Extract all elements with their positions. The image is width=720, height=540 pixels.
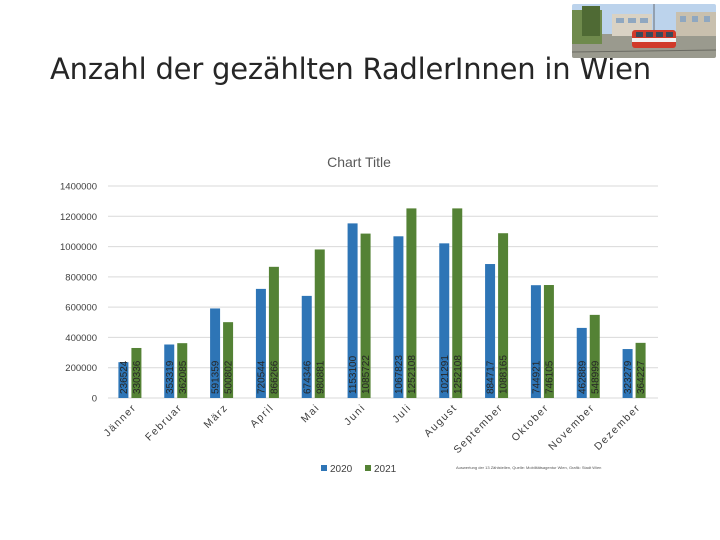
bar-2020-6 [393, 236, 404, 398]
data-label: 980881 [315, 360, 326, 394]
bar-2021-2 [223, 322, 234, 398]
data-label: 500802 [224, 360, 235, 394]
bar-2020-2 [210, 308, 221, 398]
x-tick-label: April [248, 402, 277, 431]
data-label: 364227 [636, 360, 647, 394]
chart-title: Chart Title [327, 154, 391, 170]
data-label: 746105 [544, 360, 555, 394]
bar-2021-3 [268, 266, 279, 398]
x-tick-label: August [422, 402, 460, 440]
x-tick-label: März [201, 402, 230, 431]
data-label: 1067823 [394, 355, 405, 394]
data-label: 1252108 [453, 355, 464, 394]
data-label: 362085 [178, 360, 189, 394]
legend-label-2020: 2020 [330, 464, 353, 475]
bar-2021-8 [498, 233, 509, 398]
data-label: 720544 [256, 360, 267, 394]
bar-2020-3 [255, 288, 266, 398]
bar-2021-1 [177, 343, 188, 398]
y-tick-label: 600000 [65, 303, 97, 314]
data-label: 323279 [623, 360, 634, 394]
bar-2020-9 [530, 285, 541, 398]
y-tick-label: 1200000 [60, 212, 97, 223]
legend-label-2021: 2021 [374, 464, 397, 475]
data-label: 591359 [211, 360, 222, 394]
y-tick-label: 400000 [65, 333, 97, 344]
data-label: 674346 [302, 360, 313, 394]
bar-2020-11 [622, 349, 633, 398]
data-label: 1088165 [499, 355, 510, 394]
slide-title: Anzahl der gezählten RadlerInnen in Wien [50, 52, 651, 86]
bar-2020-4 [301, 295, 312, 398]
data-label: 1252108 [407, 355, 418, 394]
bar-2020-7 [439, 243, 450, 398]
data-label: 353319 [165, 360, 176, 394]
bar-2020-8 [485, 264, 496, 398]
bar-2021-0 [131, 347, 142, 398]
data-label: 744921 [531, 360, 542, 394]
bar-2020-1 [164, 344, 175, 398]
y-tick-label: 200000 [65, 363, 97, 374]
bar-2021-7 [452, 208, 463, 398]
x-tick-label: Juli [390, 402, 414, 426]
y-tick-label: 0 [92, 394, 97, 405]
legend-swatch-2021 [365, 465, 371, 471]
data-label: 548999 [590, 360, 601, 394]
x-tick-label: Juni [342, 402, 368, 428]
bar-2020-5 [347, 223, 358, 398]
bar-2021-6 [406, 208, 417, 398]
data-label: 462889 [577, 360, 588, 394]
data-label: 1085722 [361, 355, 372, 394]
x-tick-label: Dezember [592, 402, 643, 453]
footnote: Auswertung der 13 Zählstellen, Quelle: M… [456, 465, 602, 470]
data-label: 330336 [132, 360, 143, 394]
data-label: 866266 [269, 360, 280, 394]
tram-photo-icon [572, 4, 716, 58]
x-tick-label: Oktober [509, 402, 551, 444]
x-tick-label: Mai [299, 402, 323, 426]
bar-2021-5 [360, 233, 371, 398]
bar-2021-4 [314, 249, 325, 398]
x-tick-label: Jänner [101, 402, 139, 440]
data-label: 1021291 [440, 355, 451, 394]
bar-2021-11 [635, 342, 646, 398]
data-label: 236524 [119, 360, 130, 394]
data-label: 884717 [486, 360, 497, 394]
y-tick-label: 1000000 [60, 242, 97, 253]
bar-2020-10 [576, 327, 587, 398]
y-tick-label: 800000 [65, 272, 97, 283]
y-tick-label: 1400000 [60, 182, 97, 193]
legend-swatch-2020 [321, 465, 327, 471]
bar-2021-10 [589, 314, 600, 398]
data-label: 1153100 [348, 355, 359, 394]
x-tick-label: Februar [143, 402, 185, 444]
x-tick-label: November [546, 402, 597, 453]
bar-2021-9 [543, 285, 554, 398]
bar-2020-0 [118, 362, 129, 398]
